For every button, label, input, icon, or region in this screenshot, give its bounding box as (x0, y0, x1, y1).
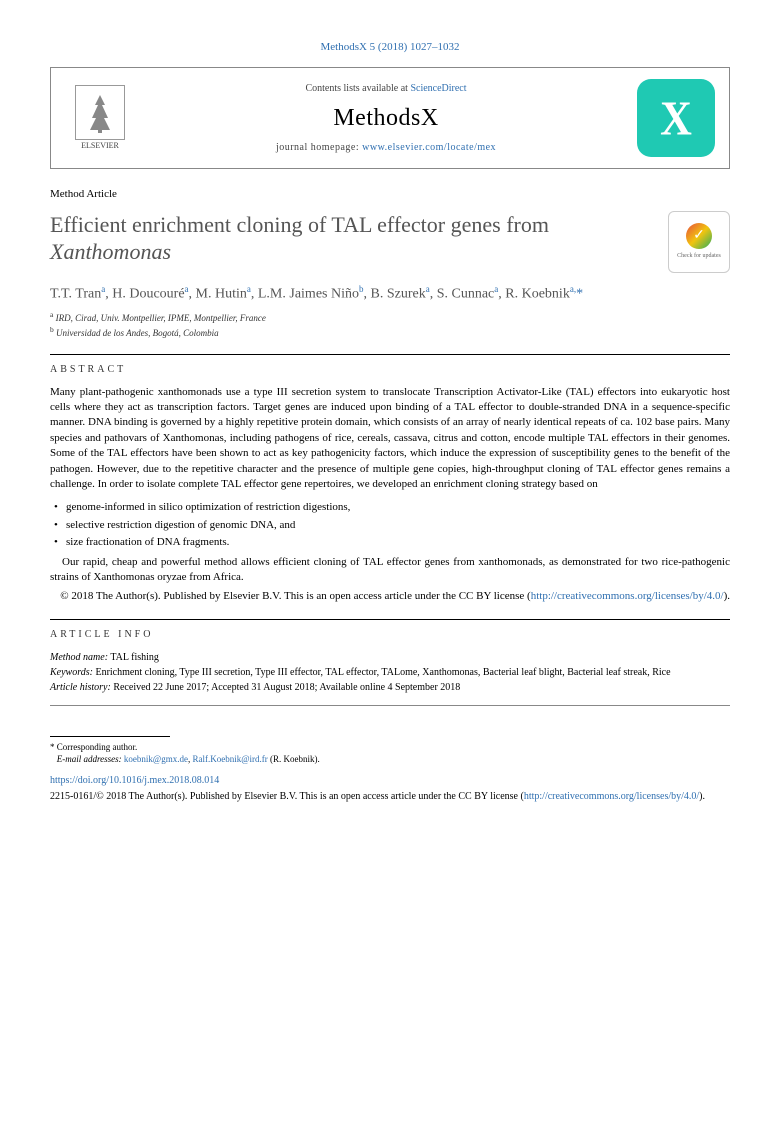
homepage-line: journal homepage: www.elsevier.com/locat… (149, 141, 623, 155)
doi-link[interactable]: https://doi.org/10.1016/j.mex.2018.08.01… (50, 775, 219, 786)
title-italic: Xanthomonas (50, 239, 171, 264)
crossmark-icon: ✓ (686, 223, 712, 249)
article-info-label: ARTICLE INFO (50, 628, 730, 642)
sciencedirect-link[interactable]: ScienceDirect (410, 83, 466, 94)
abstract-bullets: genome-informed in silico optimization o… (50, 500, 730, 550)
article-info: Method name: TAL fishing Keywords: Enric… (50, 650, 730, 695)
citation: MethodsX 5 (2018) 1027–1032 (50, 40, 730, 55)
bottom-close: ). (699, 791, 705, 802)
keywords-label: Keywords: (50, 667, 93, 678)
history: Received 22 June 2017; Accepted 31 Augus… (113, 682, 460, 693)
bullet-3: size fractionation of DNA fragments. (54, 535, 730, 550)
bullet-2: selective restriction digestion of genom… (54, 518, 730, 533)
email-link-2[interactable]: Ralf.Koebnik@ird.fr (192, 754, 267, 764)
abstract-label: ABSTRACT (50, 363, 730, 377)
title-plain: Efficient enrichment cloning of TAL effe… (50, 212, 549, 237)
elsevier-label: ELSEVIER (81, 140, 119, 151)
crossmark-badge[interactable]: ✓ Check for updates (668, 211, 730, 273)
journal-header: ELSEVIER Contents lists available at Sci… (50, 67, 730, 169)
copyright-close: ). (724, 590, 730, 602)
article-title: Efficient enrichment cloning of TAL effe… (50, 211, 648, 266)
abstract-post-list: Our rapid, cheap and powerful method all… (50, 555, 730, 586)
contents-prefix: Contents lists available at (305, 83, 410, 94)
affiliation-a: a IRD, Cirad, Univ. Montpellier, IPME, M… (50, 310, 730, 325)
abstract-copyright: © 2018 The Author(s). Published by Elsev… (50, 589, 730, 604)
elsevier-logo: ELSEVIER (65, 78, 135, 158)
bottom-copyright: 2215-0161/© 2018 The Author(s). Publishe… (50, 790, 730, 804)
authors: T.T. Trana, H. Doucouréa, M. Hutina, L.M… (50, 283, 730, 305)
contents-available: Contents lists available at ScienceDirec… (149, 82, 623, 96)
method-name: TAL fishing (110, 652, 159, 663)
keywords: Enrichment cloning, Type III secretion, … (95, 667, 670, 678)
article-type: Method Article (50, 187, 730, 202)
email-link-1[interactable]: koebnik@gmx.de (124, 754, 188, 764)
crossmark-label: Check for updates (677, 252, 721, 260)
cc-license-link-bottom[interactable]: http://creativecommons.org/licenses/by/4… (524, 791, 699, 802)
footnotes: * Corresponding author. E-mail addresses… (50, 741, 730, 766)
history-label: Article history: (50, 682, 111, 693)
email-label: E-mail addresses: (57, 754, 122, 764)
email-line: E-mail addresses: koebnik@gmx.de, Ralf.K… (50, 753, 730, 766)
methodsx-logo-icon: X (637, 79, 715, 157)
elsevier-tree-icon (75, 85, 125, 140)
homepage-prefix: journal homepage: (276, 142, 362, 153)
cc-license-link[interactable]: http://creativecommons.org/licenses/by/4… (531, 590, 724, 602)
journal-name: MethodsX (149, 102, 623, 136)
corresponding-author: * Corresponding author. (50, 741, 730, 754)
homepage-link[interactable]: www.elsevier.com/locate/mex (362, 142, 496, 153)
affiliation-b: b Universidad de los Andes, Bogotá, Colo… (50, 325, 730, 340)
issn-text: 2215-0161/© 2018 The Author(s). Publishe… (50, 791, 524, 802)
method-name-label: Method name: (50, 652, 108, 663)
bullet-1: genome-informed in silico optimization o… (54, 500, 730, 515)
copyright-text: © 2018 The Author(s). Published by Elsev… (60, 590, 530, 602)
affiliations: a IRD, Cirad, Univ. Montpellier, IPME, M… (50, 310, 730, 339)
abstract-body: Many plant-pathogenic xanthomonads use a… (50, 385, 730, 493)
email-author: (R. Koebnik). (270, 754, 320, 764)
